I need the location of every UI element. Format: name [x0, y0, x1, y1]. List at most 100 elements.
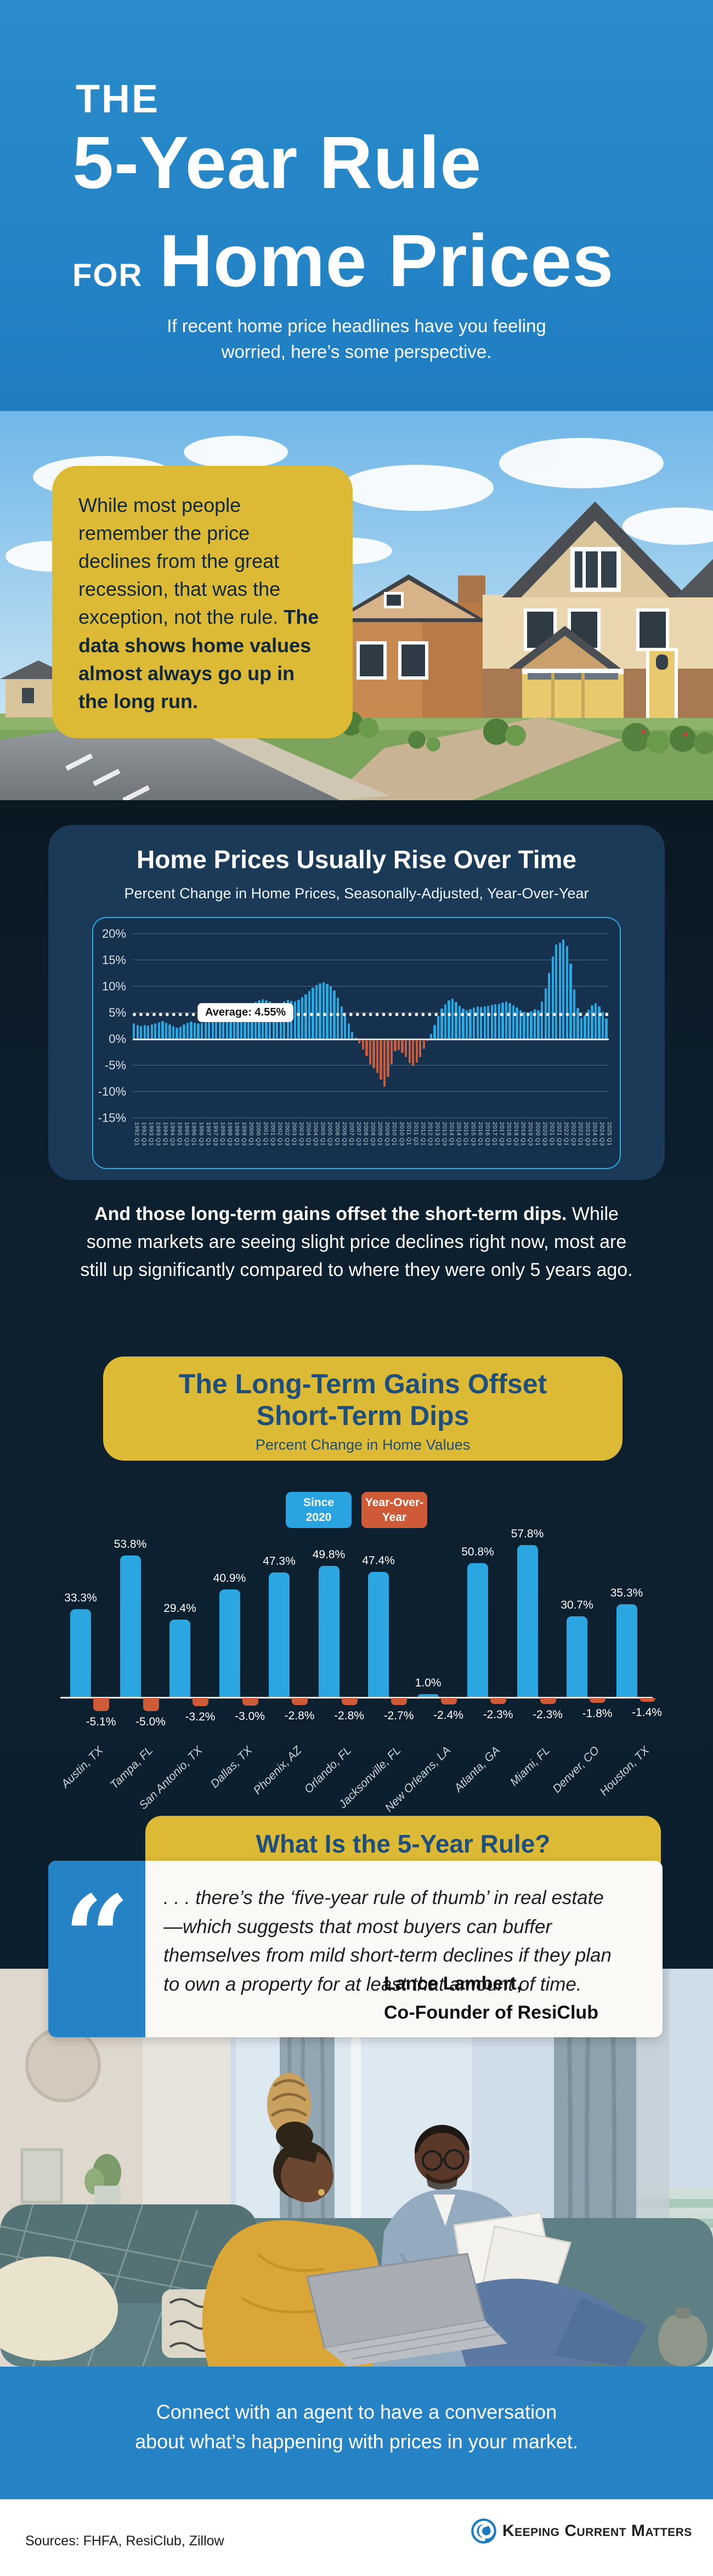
- quarterly-bar: [465, 1010, 468, 1039]
- year-over-year-bar: [440, 1698, 457, 1705]
- x-axis-tick-label: 2018 Q1: [506, 1122, 513, 1146]
- quarterly-bar: [576, 1008, 579, 1039]
- quarterly-bar: [390, 1039, 393, 1064]
- year-over-year-value-label: -2.7%: [383, 1709, 414, 1722]
- x-axis-tick-label: 2007 Q1: [348, 1122, 355, 1146]
- quote-stripe: “: [48, 1861, 145, 2037]
- quarterly-bar: [480, 1007, 483, 1039]
- quarterly-bar: [165, 1023, 168, 1039]
- quarterly-bar: [422, 1039, 425, 1049]
- quote-attribution: Lance Lambert, Co-Founder of ResiClub: [384, 1973, 598, 2023]
- quarterly-bar: [594, 1002, 597, 1039]
- since-2020-value-label: 57.8%: [511, 1527, 544, 1540]
- chart1-plot-area: 20% 15% 10% 5% 0% -5% -10% -15% Average: 4.55%: [98, 927, 609, 1125]
- x-axis-tick-label: 2021 Q3: [556, 1122, 563, 1146]
- sources-text: Sources: FHFA, ResiClub, Zillow: [25, 2533, 224, 2549]
- year-over-year-bar: [639, 1698, 655, 1702]
- quarterly-bar: [315, 985, 318, 1039]
- chart1-panel: 20% 15% 10% 5% 0% -5% -10% -15% Average: 4.55% 1…: [92, 917, 621, 1169]
- year-over-year-value-label: -1.4%: [632, 1706, 662, 1719]
- quarterly-bar: [551, 956, 554, 1039]
- quarterly-bar: [222, 1013, 225, 1039]
- x-axis-tick-label: 2006 Q1: [333, 1122, 341, 1146]
- quarterly-bar: [601, 1012, 604, 1039]
- legend-since-2020: Since 2020: [286, 1492, 352, 1528]
- x-axis-tick-label: 2001 Q3: [269, 1122, 276, 1146]
- quarterly-bar: [297, 1000, 300, 1039]
- x-axis-tick-label: 2022 Q3: [570, 1122, 577, 1146]
- quarterly-bar: [229, 1011, 232, 1039]
- since-2020-bar: [517, 1545, 538, 1697]
- y-axis-tick-label: -15%: [98, 1111, 126, 1125]
- quarterly-bar: [451, 999, 454, 1039]
- quote-mark-icon: “: [64, 1870, 130, 2005]
- x-axis-tick-label: 2018 Q3: [513, 1122, 520, 1146]
- gridline: [133, 986, 609, 987]
- quarterly-bar: [143, 1025, 146, 1039]
- average-label-pill: Average: 4.55%: [197, 1003, 294, 1023]
- quarterly-bar: [179, 1026, 182, 1039]
- since-2020-bar: [269, 1572, 290, 1697]
- quarterly-bar: [562, 939, 565, 1039]
- chart2-title-line2: Short-Term Dips: [256, 1400, 469, 1431]
- x-axis-tick-label: 1996 Q1: [190, 1122, 197, 1146]
- quarterly-bar: [204, 1022, 207, 1039]
- quarterly-bar: [293, 1001, 296, 1039]
- quarterly-bar: [501, 1002, 504, 1039]
- since-2020-bar: [70, 1609, 91, 1697]
- since-2020-bar: [219, 1589, 240, 1697]
- page-title-line2: FOR Home Prices: [72, 218, 614, 303]
- quarterly-bar: [508, 1002, 511, 1039]
- since-2020-value-label: 33.3%: [64, 1592, 97, 1605]
- y-axis-tick-label: 20%: [101, 927, 126, 941]
- quarterly-bar: [462, 1008, 465, 1039]
- page-title: 5-Year Rule: [72, 121, 482, 204]
- year-over-year-bar: [242, 1698, 258, 1706]
- kcm-logo-text: Keeping Current Matters: [502, 2522, 692, 2540]
- quarterly-bar: [326, 984, 329, 1039]
- x-axis-tick-label: 2000 Q1: [248, 1122, 255, 1146]
- x-axis-tick-label: 2015 Q1: [462, 1122, 469, 1146]
- x-axis-tick-label: 2002 Q1: [276, 1122, 284, 1146]
- x-axis-tick-label: 2003 Q1: [291, 1122, 298, 1146]
- quarterly-bar: [591, 1005, 593, 1039]
- rule-heading-text: What Is the 5-Year Rule?: [256, 1830, 551, 1858]
- chart2-subtitle: Percent Change in Home Values: [255, 1437, 471, 1453]
- since-2020-bar: [318, 1565, 339, 1697]
- chart2-plot-area: 33.3% -5.1% Austin, TX 53.8% -5.0% Tampa, FL 2…: [59, 1527, 661, 1815]
- year-over-year-value-label: -2.8%: [284, 1709, 315, 1723]
- x-axis-tick-label: 2024 Q3: [598, 1122, 606, 1146]
- quarterly-bar: [190, 1022, 193, 1039]
- header-section: THE 5-Year Rule FOR Home Prices If recen…: [0, 0, 713, 411]
- quarterly-bar: [397, 1039, 400, 1050]
- quarterly-bar: [150, 1024, 153, 1039]
- quarterly-bar: [304, 994, 307, 1039]
- quarterly-bar: [354, 1038, 357, 1039]
- quarterly-bar: [533, 1009, 536, 1039]
- x-axis-tick-label: 2024 Q1: [591, 1122, 598, 1146]
- x-axis-tick-label: 1995 Q3: [183, 1122, 190, 1146]
- header-kicker: THE: [76, 77, 160, 121]
- x-axis-tick-label: 2014 Q1: [448, 1122, 455, 1146]
- chart2-legend: Since 2020 Year-Over- Year: [0, 1492, 713, 1528]
- quarterly-bar: [301, 997, 304, 1039]
- since-2020-value-label: 47.4%: [362, 1554, 395, 1568]
- year-over-year-bar: [590, 1698, 606, 1703]
- quote-card: “ . . . there’s the ‘five-year rule of t…: [48, 1861, 663, 2037]
- x-axis-tick-label: 2004 Q3: [312, 1122, 319, 1146]
- since-2020-bar: [616, 1604, 637, 1697]
- average-dotted-line: [133, 1013, 609, 1017]
- year-over-year-bar: [540, 1698, 556, 1705]
- quarterly-bar: [412, 1039, 415, 1066]
- header-subtitle: If recent home price headlines have you …: [167, 316, 546, 362]
- cta-text: Connect with an agent to have a conversa…: [135, 2401, 578, 2453]
- quarterly-bar: [483, 1006, 486, 1039]
- quarterly-bar: [605, 1018, 608, 1039]
- y-axis-tick-label: -10%: [98, 1085, 126, 1098]
- x-axis-tick-label: 2017 Q1: [491, 1122, 498, 1146]
- x-axis-tick-label: 2007 Q3: [355, 1122, 362, 1146]
- quarterly-bar: [218, 1015, 221, 1039]
- since-2020-bar: [169, 1619, 190, 1697]
- x-axis-tick-label: 1995 Q1: [176, 1122, 183, 1146]
- quarterly-bar: [455, 1001, 457, 1039]
